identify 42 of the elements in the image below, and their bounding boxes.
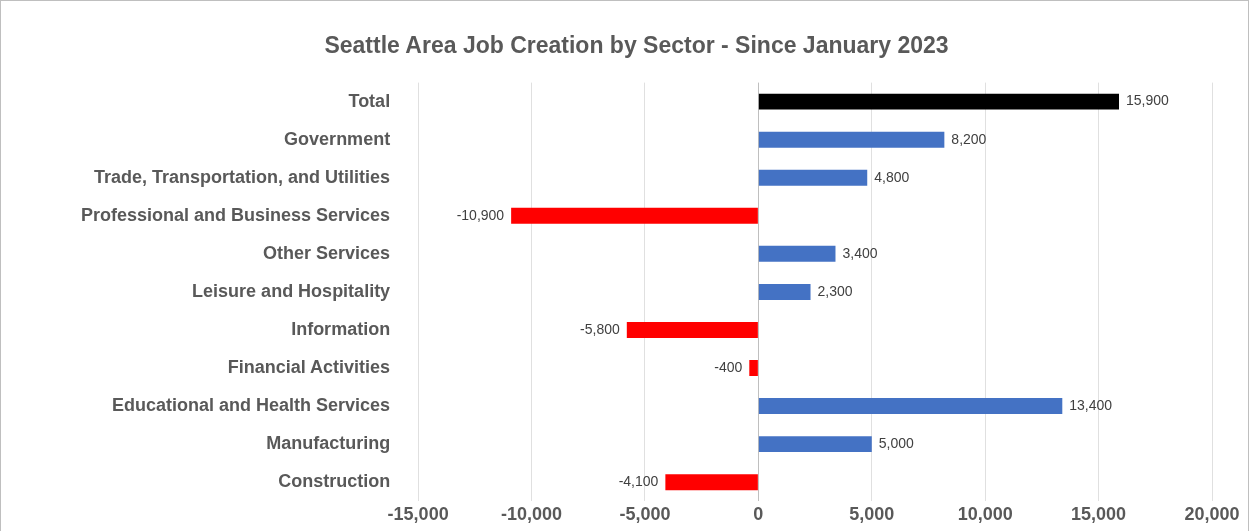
bar (758, 93, 1120, 110)
x-tick-label: 0 (753, 503, 764, 524)
data-label: -10,900 (456, 206, 505, 223)
y-tick-label: Financial Activities (227, 356, 391, 377)
bar (511, 207, 758, 224)
x-tick-label: -5,000 (619, 503, 671, 524)
y-tick-label: Trade, Transportation, and Utilities (94, 166, 391, 187)
bar (626, 321, 758, 338)
bar (758, 169, 868, 186)
data-label: 15,900 (1126, 92, 1170, 109)
y-tick-label: Educational and Health Services (112, 395, 391, 416)
y-tick-label: Professional and Business Services (81, 204, 391, 225)
x-tick-label: -15,000 (387, 503, 449, 524)
y-tick-label: Total (348, 90, 391, 111)
bar (758, 436, 872, 453)
data-label: -4,100 (618, 473, 659, 490)
bar (665, 474, 758, 491)
bar (758, 245, 836, 262)
data-label: -400 (714, 358, 743, 375)
data-label: 8,200 (951, 130, 987, 147)
x-tick-label: 10,000 (957, 503, 1013, 524)
x-tick-label: 15,000 (1071, 503, 1127, 524)
x-tick-label: -10,000 (501, 503, 563, 524)
y-tick-label: Government (284, 128, 391, 149)
data-label: 3,400 (842, 244, 878, 261)
bar (758, 131, 945, 148)
data-label: 4,800 (874, 168, 910, 185)
y-tick-label: Manufacturing (266, 433, 391, 454)
y-tick-label: Leisure and Hospitality (192, 280, 391, 301)
y-tick-label: Other Services (263, 242, 391, 263)
data-label: 2,300 (817, 282, 853, 299)
bar (749, 360, 758, 376)
x-tick-label: 5,000 (849, 503, 895, 524)
data-label: 5,000 (878, 434, 915, 451)
bar (758, 398, 1063, 415)
y-tick-label: Construction (278, 471, 391, 492)
data-label: 13,400 (1069, 396, 1113, 413)
y-tick-label: Information (291, 318, 391, 339)
x-tick-label: 20,000 (1184, 503, 1240, 524)
bar (758, 283, 811, 300)
chart-title: Seattle Area Job Creation by Sector - Since January 2023 (324, 32, 949, 59)
data-label: -5,800 (580, 320, 621, 337)
